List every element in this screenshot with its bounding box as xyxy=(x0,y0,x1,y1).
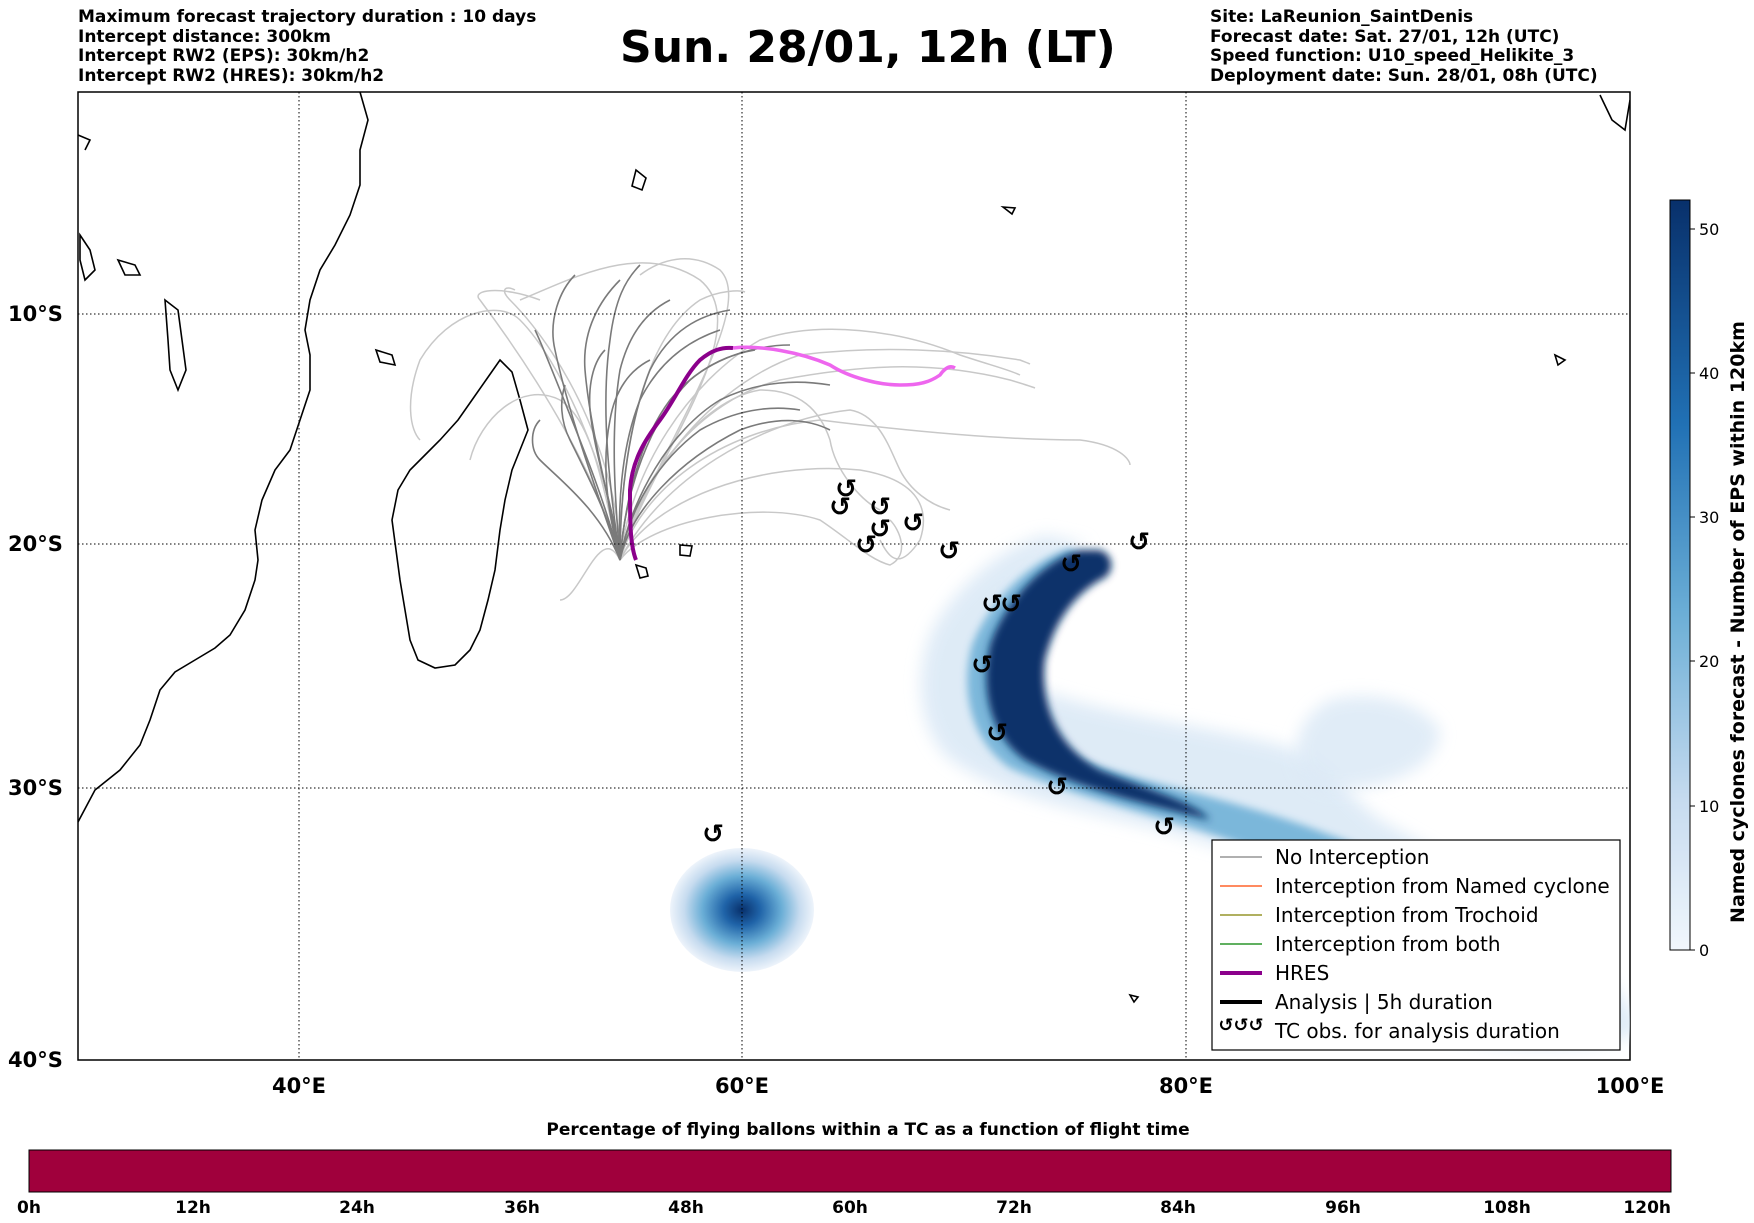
bottom-bar: Percentage of flying ballons within a TC… xyxy=(17,1120,1672,1218)
tc-symbol: ↺ xyxy=(869,515,891,545)
madagascar-coast xyxy=(391,358,529,669)
lon-label-100e: 100°E xyxy=(1596,1074,1665,1098)
intercept-hres-text: Intercept RW2 (HRES): 30km/h2 xyxy=(78,65,385,86)
amsterdam-island xyxy=(1128,993,1140,1004)
legend-no-interception: No Interception xyxy=(1275,845,1429,869)
header-right: Site: LaReunion_SaintDenis Forecast date… xyxy=(1210,7,1598,86)
intercept-eps-text: Intercept RW2 (EPS): 30km/h2 xyxy=(78,46,370,66)
bottom-bar-title: Percentage of flying ballons within a TC… xyxy=(546,1120,1189,1140)
colorbar-tick-20: 20 xyxy=(1699,652,1719,671)
site-text: Site: LaReunion_SaintDenis xyxy=(1210,7,1474,27)
legend: No Interception Interception from Named … xyxy=(1211,839,1621,1051)
tc-symbol: ↺ xyxy=(986,719,1008,749)
gridlines xyxy=(78,92,1630,1060)
colorbar-tick-10: 10 xyxy=(1699,797,1719,816)
lon-label-40e: 40°E xyxy=(272,1074,326,1098)
density-east-patch xyxy=(1296,696,1440,790)
lake-outline-north xyxy=(116,258,142,276)
tc-symbol: ↺ xyxy=(938,537,960,567)
tc-symbol: ↺ xyxy=(1128,528,1150,558)
tc-symbol: ↺ xyxy=(1153,813,1175,843)
colorbar-right-label: Named cyclones forecast - Number of EPS … xyxy=(1727,321,1749,923)
bottom-tick-108h: 108h xyxy=(1483,1198,1531,1218)
bottom-tick-48h: 48h xyxy=(668,1198,704,1218)
tc-symbol: ↺ xyxy=(702,820,724,850)
legend-box xyxy=(1211,839,1621,1051)
lake-outline-west xyxy=(79,232,96,282)
speed-function-text: Speed function: U10_speed_Helikite_3 xyxy=(1210,46,1575,66)
tc-observations: ↺ ↺ ↺ ↺ ↺ ↺ ↺ ↺ ↺ ↺ ↺ ↺ ↺ ↺ ↺ ↺ xyxy=(702,475,1175,850)
forecast-date-text: Forecast date: Sat. 27/01, 12h (UTC) xyxy=(1210,26,1560,47)
legend-hres: HRES xyxy=(1275,961,1329,985)
lon-label-80e: 80°E xyxy=(1159,1074,1213,1098)
lat-label-40s: 40°S xyxy=(8,1048,63,1072)
max-duration-text: Maximum forecast trajectory duration : 1… xyxy=(78,7,537,27)
tc-symbol: ↺ xyxy=(869,493,891,523)
coastlines xyxy=(78,92,1630,1004)
legend-trochoid: Interception from Trochoid xyxy=(1275,903,1539,927)
deployment-date-text: Deployment date: Sun. 28/01, 08h (UTC) xyxy=(1210,65,1598,86)
colorbar-tick-0: 0 xyxy=(1699,941,1709,960)
bottom-tick-120h: 120h xyxy=(1623,1198,1671,1218)
colorbar-tick-30: 30 xyxy=(1699,508,1719,527)
density-southwest-blob xyxy=(670,848,814,972)
reunion-island xyxy=(634,563,649,579)
bottom-tick-60h: 60h xyxy=(832,1198,868,1218)
eps-light-trajectories xyxy=(409,258,1131,601)
lat-label-30s: 30°S xyxy=(8,776,63,800)
bottom-tick-36h: 36h xyxy=(504,1198,540,1218)
bottom-tick-24h: 24h xyxy=(339,1198,375,1218)
somalia-coast xyxy=(78,134,92,151)
tc-symbol: ↺ xyxy=(855,531,877,561)
legend-analysis: Analysis | 5h duration xyxy=(1275,990,1493,1014)
chagos-island xyxy=(1000,205,1017,216)
bottom-tick-0h: 0h xyxy=(17,1198,41,1218)
header-left: Maximum forecast trajectory duration : 1… xyxy=(78,7,537,86)
bottom-tick-96h: 96h xyxy=(1325,1198,1361,1218)
tc-symbol: ↺ xyxy=(835,475,857,505)
lon-label-60e: 60°E xyxy=(715,1074,769,1098)
colorbar-tick-40: 40 xyxy=(1699,364,1719,383)
tc-symbol: ↺ xyxy=(1060,550,1082,580)
lake-outline xyxy=(164,298,187,393)
legend-both: Interception from both xyxy=(1275,932,1501,956)
density-core xyxy=(986,550,1210,820)
colorbar-tick-50: 50 xyxy=(1699,220,1719,239)
tc-symbol: ↺ xyxy=(829,493,851,523)
tc-symbol: ↺ xyxy=(1046,773,1068,803)
page-title: Sun. 28/01, 12h (LT) xyxy=(620,22,1116,73)
cocos-island xyxy=(1553,353,1567,367)
tc-symbol: ↺ xyxy=(902,509,924,539)
hres-track xyxy=(627,345,734,561)
hres-forecast-track xyxy=(732,345,956,387)
lat-label-20s: 20°S xyxy=(8,532,63,556)
colorbar-right: 0 10 20 30 40 50 Named cyclones forecast… xyxy=(1669,199,1749,960)
comoros-island xyxy=(374,348,397,367)
bottom-tick-84h: 84h xyxy=(1160,1198,1196,1218)
tc-symbol: ↺ xyxy=(981,590,1003,620)
mauritius-island xyxy=(679,544,693,557)
legend-tc-obs: TC obs. for analysis duration xyxy=(1274,1019,1560,1043)
bottom-tick-12h: 12h xyxy=(175,1198,211,1218)
legend-swatch-tc-obs: ↺↺↺ xyxy=(1218,1015,1263,1036)
colorbar-right-gradient xyxy=(1669,199,1691,951)
tc-symbol: ↺ xyxy=(971,651,993,681)
intercept-distance-text: Intercept distance: 300km xyxy=(78,26,331,47)
bottom-bar-fill xyxy=(28,1149,1672,1193)
tc-symbol: ↺ xyxy=(1000,590,1022,620)
lat-label-10s: 10°S xyxy=(8,302,63,326)
legend-named-cyclone: Interception from Named cyclone xyxy=(1275,874,1610,898)
seychelles-island xyxy=(631,168,647,192)
bottom-tick-72h: 72h xyxy=(996,1198,1032,1218)
sumatra-coast xyxy=(1599,94,1630,132)
africa-coast xyxy=(78,92,369,823)
colorbar-right-tickmarks xyxy=(1690,228,1695,951)
